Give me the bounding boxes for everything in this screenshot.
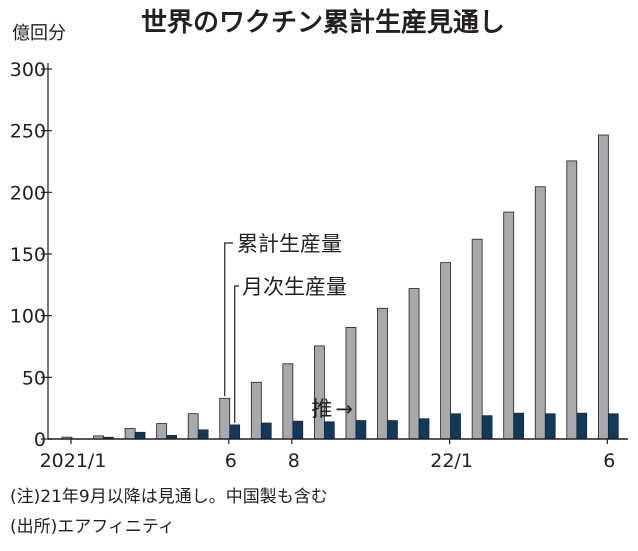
bar-cumulative xyxy=(156,423,168,440)
x-tick-label: 22/1 xyxy=(430,450,473,472)
y-tick-label: 0 xyxy=(34,429,46,451)
x-tick-label: 8 xyxy=(288,450,300,472)
legend-label-monthly: 月次生産量 xyxy=(242,275,347,299)
bar-monthly xyxy=(260,422,272,440)
x-tick-label: 6 xyxy=(603,450,615,472)
bar-monthly xyxy=(292,420,304,440)
x-axis: 2021/1 6 8 22/1 6 xyxy=(40,438,628,472)
annotation-text: 推 xyxy=(311,397,332,421)
y-tick-label: 100 xyxy=(10,306,46,328)
bar-cumulative xyxy=(250,381,262,440)
bar-cumulative xyxy=(187,413,199,440)
legend-leader-cumulative xyxy=(224,242,233,397)
y-tick-label: 250 xyxy=(10,121,46,143)
bar-monthly xyxy=(418,418,430,440)
bar-cumulative xyxy=(597,134,609,440)
bar-monthly xyxy=(229,424,241,440)
bar-monthly xyxy=(513,412,525,440)
y-tick-label: 150 xyxy=(10,244,46,266)
bar-monthly xyxy=(450,413,461,440)
x-tick-label: 2021/1 xyxy=(40,450,107,472)
chart-title: 世界のワクチン累計生産見通し xyxy=(141,7,505,38)
bar-cumulative xyxy=(408,288,420,440)
bar-monthly xyxy=(576,412,588,440)
bar-monthly xyxy=(324,421,335,440)
bar-cumulative xyxy=(503,211,515,440)
bar-monthly xyxy=(355,420,367,440)
footnotes: (注)21年9月以降は見通し。中国製も含む (出所)エアフィニティ xyxy=(10,482,328,542)
bar-cumulative xyxy=(219,397,231,440)
bar-monthly xyxy=(387,420,398,440)
bar-cumulative xyxy=(313,345,325,440)
note-text: (注)21年9月以降は見通し。中国製も含む xyxy=(10,487,328,507)
bar-cumulative xyxy=(566,160,578,440)
bar-monthly xyxy=(544,413,556,440)
bar-cumulative xyxy=(124,428,136,440)
y-tick-label: 50 xyxy=(22,367,46,389)
source-text: (出所)エアフィニティ xyxy=(10,517,175,537)
annotation-arrow: → xyxy=(335,397,353,421)
y-axis: 0 50 100 150 200 250 300 xyxy=(10,59,52,451)
y-tick-label: 300 xyxy=(10,59,46,81)
y-axis-label: 億回分 xyxy=(12,23,66,44)
bar-cumulative xyxy=(534,186,546,440)
bars xyxy=(61,134,619,440)
bar-cumulative xyxy=(345,326,357,440)
y-tick-label: 200 xyxy=(10,182,46,204)
x-tick-label: 6 xyxy=(225,450,237,472)
annotations: 推 → xyxy=(311,397,353,421)
legend-leader-monthly xyxy=(234,285,239,423)
bar-monthly xyxy=(608,413,619,440)
bar-monthly xyxy=(134,431,146,440)
bar-cumulative xyxy=(471,238,483,440)
bar-cumulative xyxy=(377,307,388,440)
bar-chart: 世界のワクチン累計生産見通し 億回分 0 50 100 150 200 250 300 20… xyxy=(10,7,628,472)
bar-cumulative xyxy=(282,363,294,440)
bar-monthly xyxy=(481,415,493,440)
legend-label-cumulative: 累計生産量 xyxy=(237,232,342,256)
bar-cumulative xyxy=(440,262,452,440)
bar-monthly xyxy=(197,429,209,440)
